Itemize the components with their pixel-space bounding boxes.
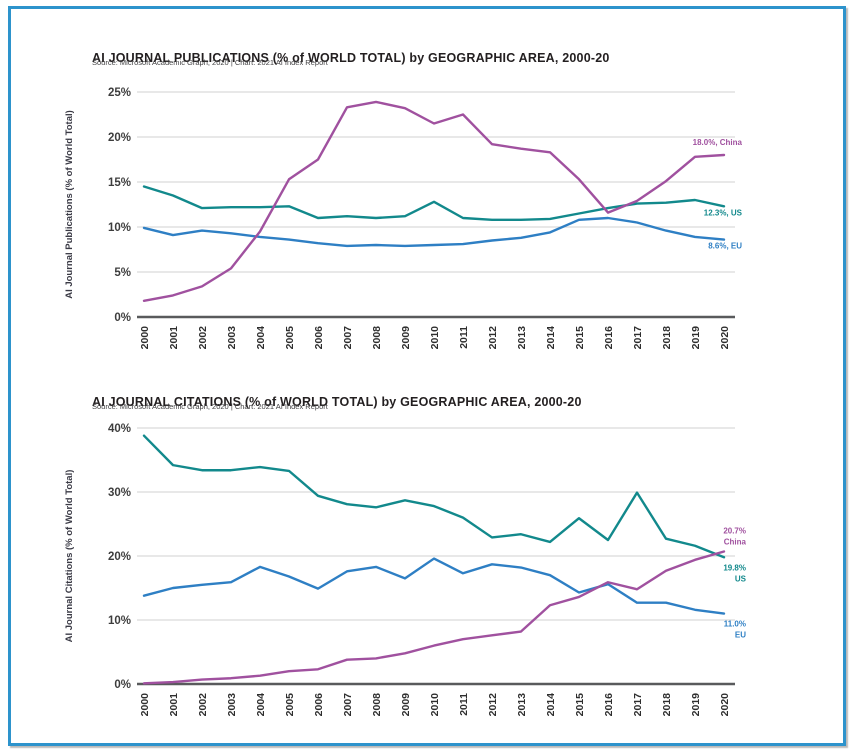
x-tick-label: 2011 — [458, 326, 470, 349]
x-tick-label: 2005 — [284, 326, 296, 350]
x-tick-label: 2007 — [342, 693, 354, 717]
series-line-china — [142, 550, 726, 685]
line-end-label-us: 19.8% — [723, 563, 746, 572]
line-end-label-china: China — [724, 538, 747, 547]
y-tick-label: 20% — [108, 551, 131, 563]
line-end-label-us: 12.3%, US — [704, 208, 743, 217]
x-tick-label: 2012 — [487, 326, 499, 350]
x-tick-label: 2013 — [516, 326, 528, 350]
x-tick-label: 2019 — [690, 326, 702, 350]
y-axis-title: AI Journal Citations (% of World Total) — [64, 470, 75, 643]
x-tick-label: 2001 — [168, 326, 180, 350]
publications-chart-source: Source: Microsoft Academic Graph, 2020 |… — [92, 58, 328, 67]
x-tick-label: 2017 — [632, 326, 644, 350]
x-tick-label: 2018 — [661, 326, 673, 350]
line-end-label-eu: 11.0% — [724, 620, 746, 629]
x-tick-label: 2002 — [197, 326, 209, 350]
x-tick-label: 2010 — [429, 693, 441, 717]
x-tick-label: 2004 — [255, 326, 267, 350]
y-axis-title: AI Journal Publications (% of World Tota… — [64, 110, 75, 299]
x-tick-label: 2010 — [429, 326, 441, 350]
x-tick-label: 2002 — [197, 693, 209, 717]
x-tick-label: 2014 — [545, 326, 557, 350]
x-tick-label: 2014 — [545, 693, 557, 717]
x-tick-label: 2006 — [313, 693, 325, 717]
x-tick-label: 2019 — [690, 693, 702, 717]
series-line-us — [142, 434, 726, 559]
line-end-label-us: US — [735, 574, 747, 583]
x-tick-label: 2020 — [719, 326, 731, 350]
y-tick-label: 30% — [108, 487, 131, 499]
line-end-label-china: 18.0%, China — [693, 138, 743, 147]
y-tick-label: 25% — [108, 87, 131, 99]
y-tick-label: 10% — [108, 222, 131, 234]
series-line-china — [142, 100, 726, 303]
citations-chart-source: Source: Microsoft Academic Graph, 2020 |… — [92, 402, 328, 411]
x-tick-label: 2008 — [371, 693, 383, 717]
citations-chart-title: AI JOURNAL CITATIONS (% of WORLD TOTAL) … — [92, 395, 582, 410]
x-tick-label: 2009 — [400, 326, 412, 350]
x-tick-label: 2008 — [371, 326, 383, 350]
x-tick-label: 2011 — [458, 693, 470, 716]
x-tick-label: 2013 — [516, 693, 528, 717]
y-tick-label: 0% — [114, 312, 131, 324]
y-tick-label: 0% — [114, 679, 131, 691]
x-tick-label: 2001 — [168, 693, 180, 717]
publications-line-chart: 0% 5% 10% 15% 20% 25% 2000 2001 2002 2003 2004 2005… — [64, 87, 743, 350]
x-tick-label: 2017 — [632, 693, 644, 717]
line-end-label-eu: EU — [735, 631, 746, 640]
x-tick-label: 2003 — [226, 693, 238, 717]
y-tick-label: 20% — [108, 132, 131, 144]
x-tick-label: 2007 — [342, 326, 354, 350]
x-tick-label: 2005 — [284, 693, 296, 717]
x-tick-label: 2018 — [661, 693, 673, 717]
x-tick-label: 2012 — [487, 693, 499, 717]
y-tick-label: 10% — [108, 615, 131, 627]
series-line-eu — [142, 557, 726, 615]
citations-line-chart: 0% 10% 20% 30% 40% 2000 2001 2002 2003 2004 2005 20… — [64, 423, 747, 717]
x-tick-label: 2006 — [313, 326, 325, 350]
y-tick-label: 5% — [114, 267, 131, 279]
x-tick-label: 2016 — [603, 693, 615, 717]
x-tick-label: 2015 — [574, 693, 586, 717]
x-tick-label: 2020 — [719, 693, 731, 717]
x-tick-label: 2000 — [139, 693, 151, 717]
x-tick-label: 2016 — [603, 326, 615, 350]
line-end-label-eu: 8.6%, EU — [708, 242, 742, 251]
x-tick-label: 2004 — [255, 693, 267, 717]
x-tick-label: 2015 — [574, 326, 586, 350]
y-tick-label: 40% — [108, 423, 131, 435]
publications-chart-title: AI JOURNAL PUBLICATIONS (% of WORLD TOTA… — [92, 51, 610, 66]
series-line-eu — [142, 216, 726, 248]
x-tick-label: 2003 — [226, 326, 238, 350]
x-tick-label: 2000 — [139, 326, 151, 350]
x-tick-label: 2009 — [400, 693, 412, 717]
line-end-label-china: 20.7% — [723, 527, 746, 536]
y-tick-label: 15% — [108, 177, 131, 189]
series-line-us — [142, 185, 726, 222]
